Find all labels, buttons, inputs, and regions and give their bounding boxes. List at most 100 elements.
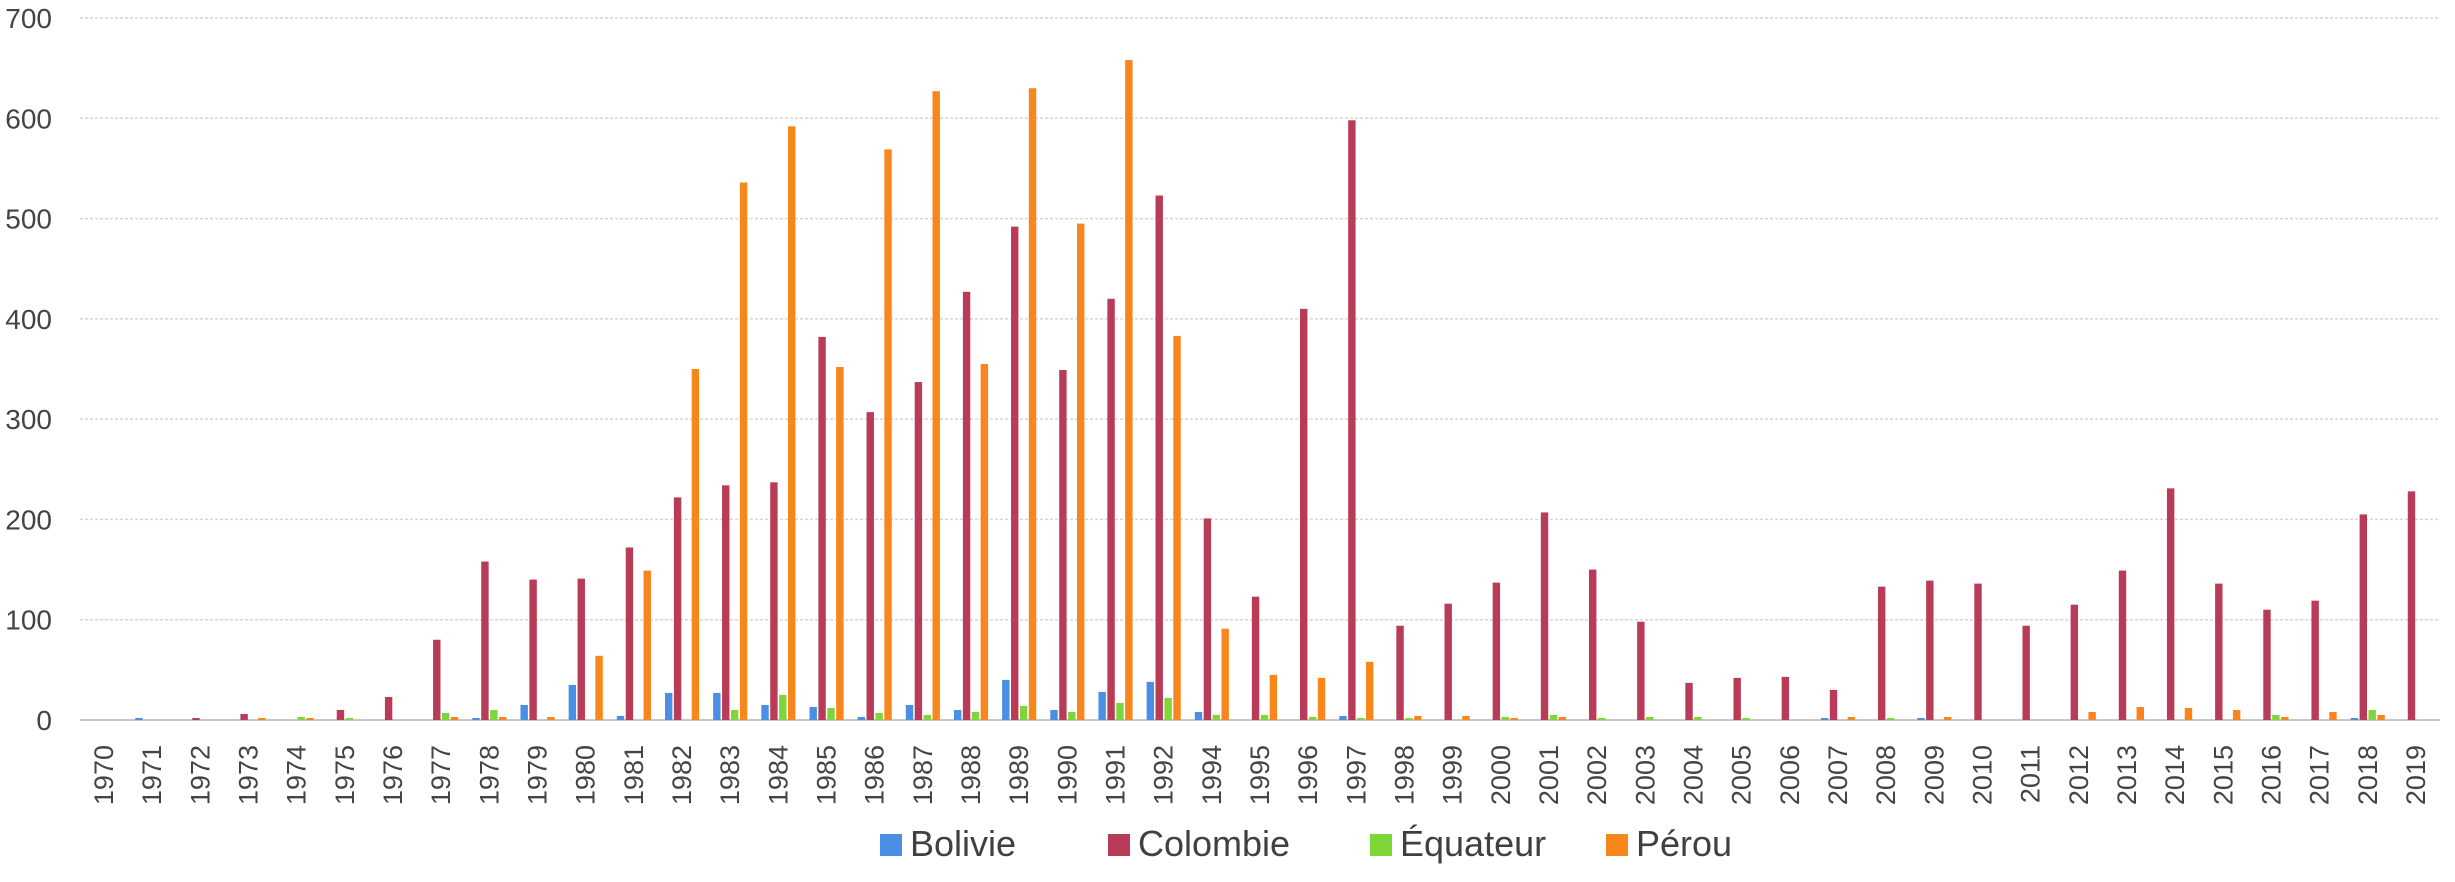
x-tick-label-1996: 1996 [1293, 745, 1323, 805]
x-tick-label-2011: 2011 [2016, 745, 2046, 803]
x-tick-label-1982: 1982 [667, 745, 697, 805]
y-tick-label-100: 100 [5, 605, 52, 636]
x-tick-label-1977: 1977 [426, 745, 456, 805]
bar [1917, 717, 1925, 720]
bar [577, 578, 585, 720]
bar [1203, 518, 1212, 720]
bar [1501, 716, 1509, 720]
y-tick-label-600: 600 [5, 103, 52, 134]
x-tick-label-1976: 1976 [378, 745, 408, 805]
bar [1829, 689, 1838, 720]
bar [809, 706, 817, 720]
bar [2281, 716, 2289, 720]
bar [2215, 583, 2223, 720]
bar [770, 482, 778, 720]
bar [384, 696, 393, 720]
bar [673, 497, 682, 720]
legend-label: Colombie [1138, 823, 1290, 864]
bar [529, 579, 537, 720]
x-tick-label-1972: 1972 [185, 745, 215, 805]
bar [2311, 600, 2319, 720]
bar [547, 716, 555, 720]
bar [2184, 707, 2193, 720]
x-tick-label-2003: 2003 [1630, 745, 1660, 805]
bar [691, 369, 700, 720]
x-tick-label-2010: 2010 [1967, 745, 1997, 805]
x-tick-label-2017: 2017 [2305, 745, 2335, 805]
bar [2350, 717, 2359, 720]
bar [2377, 714, 2385, 720]
bar [1059, 370, 1067, 720]
bar [306, 717, 314, 720]
series-équateur [297, 694, 2376, 720]
bar [857, 716, 866, 720]
bar [616, 715, 625, 720]
bar [1694, 716, 1702, 720]
bar [481, 561, 489, 720]
bar [1068, 711, 1076, 720]
bar [1588, 569, 1597, 720]
bar [962, 291, 971, 720]
x-tick-label-1991: 1991 [1101, 745, 1131, 805]
bar [643, 570, 651, 720]
x-tick-label-1981: 1981 [619, 745, 649, 805]
x-tick-label-2018: 2018 [2353, 745, 2383, 805]
bar [1742, 717, 1750, 720]
x-tick-label-1971: 1971 [137, 745, 167, 805]
x-tick-label-2015: 2015 [2208, 745, 2238, 805]
legend-item-bolivie: Bolivie [880, 823, 1016, 864]
bar [1050, 709, 1058, 720]
bar [345, 717, 354, 720]
legend-swatch [880, 834, 902, 856]
bar [2118, 570, 2127, 720]
bar [1002, 679, 1010, 720]
bar [866, 412, 874, 720]
x-tick-label-1987: 1987 [908, 745, 938, 805]
y-tick-label-0: 0 [36, 705, 52, 736]
bar [1405, 717, 1413, 720]
legend: Bolivie Colombie Équateur Pérou [880, 823, 1732, 864]
bar [1028, 88, 1037, 720]
x-tick-label-1973: 1973 [234, 745, 264, 805]
bar [1444, 603, 1452, 720]
x-tick-label-1975: 1975 [330, 745, 360, 805]
bar [2136, 706, 2144, 720]
x-tick-label-1990: 1990 [1052, 745, 1082, 805]
bar [739, 182, 748, 720]
legend-swatch [1606, 834, 1628, 856]
bar [722, 485, 730, 720]
bar [2022, 625, 2030, 720]
bar [1116, 702, 1124, 720]
bar [2232, 709, 2241, 720]
x-tick-label-1992: 1992 [1149, 745, 1179, 805]
legend-label: Équateur [1400, 823, 1546, 864]
bar [2088, 711, 2096, 720]
x-tick-label-2012: 2012 [2064, 745, 2094, 805]
bar [2368, 709, 2376, 720]
x-tick-label-2001: 2001 [1534, 745, 1564, 805]
bar [932, 91, 940, 721]
x-tick-label-1980: 1980 [571, 745, 601, 805]
bar [1269, 674, 1278, 720]
bar [433, 639, 441, 720]
x-tick-label-2008: 2008 [1871, 745, 1901, 805]
bar [836, 366, 844, 720]
bar [1098, 691, 1106, 720]
bar [1540, 512, 1549, 720]
legend-item-équateur: Équateur [1370, 823, 1546, 864]
bar [1781, 676, 1790, 720]
bar [884, 149, 892, 721]
x-tick-label-2013: 2013 [2112, 745, 2142, 805]
legend-item-pérou: Pérou [1606, 823, 1732, 864]
bar [1339, 715, 1347, 720]
bar [1260, 714, 1269, 720]
bar [1146, 681, 1155, 720]
bar [1221, 628, 1229, 720]
bar [1462, 715, 1470, 720]
bar [625, 547, 634, 720]
bar [2070, 604, 2079, 720]
series-colombie [192, 120, 2416, 720]
bar [1820, 717, 1829, 720]
bar [595, 655, 603, 720]
